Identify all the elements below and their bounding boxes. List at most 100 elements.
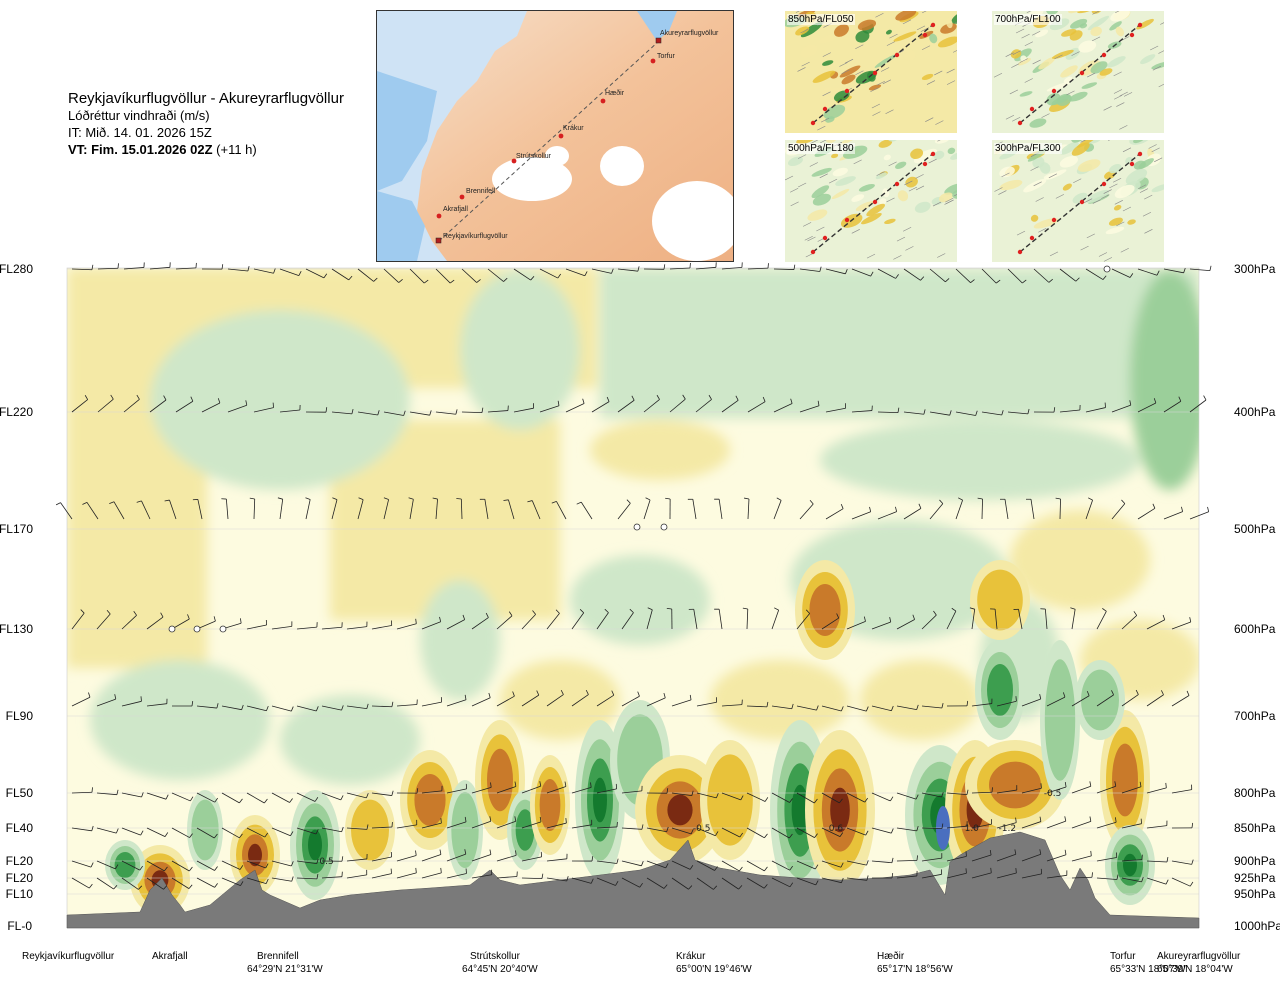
wind-barb-flag [464,694,467,700]
mini-map-field [905,176,918,188]
mini-map-barb [800,28,809,34]
wind-barb [796,792,815,804]
wind-barb [396,824,417,829]
wind-barb [331,411,352,415]
wind-barb [1085,407,1106,413]
wind-barb-flag [969,607,975,610]
wind-barb [981,498,983,520]
wind-barb [996,853,1016,862]
calm-wind-marker [1103,265,1111,273]
wind-barb-flag [214,883,218,888]
mini-map-barb [926,80,936,85]
mini-map-barb [828,178,838,184]
mini-map-barb [795,11,800,13]
wind-barb [97,398,114,413]
wind-barb [591,401,610,413]
wind-barb-flag [579,609,584,614]
wind-barb [546,822,567,829]
wind-barb [596,877,616,886]
wind-barb-flag [555,609,560,614]
mini-map-field [895,161,907,169]
wind-barb [877,268,896,279]
wind-barb-flag [764,833,768,839]
wind-barb [1021,853,1041,862]
wind-barb [1171,877,1191,887]
wind-barb [621,860,642,867]
wind-barb [825,268,846,275]
wind-barb [296,877,317,880]
wind-barb [877,411,899,414]
wind-barb [496,695,515,707]
wind-barb [546,858,567,862]
wind-barb-flag [766,701,769,707]
wind-barb-flag [136,394,140,400]
wind-barb [196,792,215,803]
mini-map-field [934,140,951,144]
wind-barb-flag [221,264,224,270]
wind-barb [825,407,846,413]
level-label-right: 700hPa [1234,709,1276,723]
wind-barb-flag [88,692,91,698]
w-field-core [248,843,262,867]
wind-barb [669,398,686,413]
wind-barb-flag [316,858,319,864]
mini-map-barb [1024,78,1033,83]
wind-barb [71,612,85,630]
wind-barb-flag [366,824,369,830]
mini-map-barb [1054,54,1063,60]
wind-barb-flag [190,396,194,402]
wind-barb [671,792,692,796]
wind-barb-flag [91,264,94,270]
wind-barb [123,398,140,413]
wind-barb-flag [391,701,394,707]
mini-map-barb [882,79,891,85]
w-field-region [500,660,620,740]
mini-map-waypoint [1079,70,1085,76]
wind-barb [446,873,467,879]
wind-barb [508,499,515,520]
wind-barb-flag [611,268,614,274]
wind-barb-flag [615,880,619,886]
mini-map-field [885,29,892,35]
mini-map-barb [1112,178,1122,183]
mini-map-field [999,179,1023,191]
mini-map-field [944,183,957,195]
mini-map-barb [876,171,885,176]
mini-map-barb [1120,248,1129,253]
wind-barb-flag [716,793,719,799]
wind-barb [696,877,714,890]
wind-barb-flag [560,689,564,695]
w-field-region [1130,270,1199,490]
wind-barb-flag [316,706,319,712]
wind-barb-flag [1001,410,1004,416]
mini-map-field [1060,141,1079,155]
wind-barb [1121,859,1142,862]
wind-barb [487,268,504,282]
wind-barb-flag [133,611,137,616]
wind-barb-flag [691,790,694,796]
w-field-core [114,852,136,878]
wind-barb [871,860,892,864]
mini-map-field [1087,15,1110,31]
wind-barb [331,268,349,281]
route-map: Akureyrarflugvöllur Torfur Hæðir Krákur … [376,10,734,262]
mini-map-barb [915,174,924,179]
wind-barb [521,856,542,862]
wind-barb [471,854,492,862]
mini-map-barb [1012,50,1021,55]
wind-barb [1111,268,1131,278]
wind-barb-flag [440,818,442,824]
wind-barb [1121,823,1142,829]
wind-barb [571,877,592,884]
wind-barb-flag [814,798,818,804]
wind-barb-flag [266,705,269,711]
wind-barb [546,877,567,882]
wind-barb [1111,503,1126,520]
wind-barb [846,877,867,881]
mini-map-barb [1041,113,1050,118]
mini-map-barb [797,154,807,159]
level-label-left: FL170 [0,522,33,536]
wind-barb [201,402,221,413]
mini-map-barb [1087,72,1096,78]
map-label-brennifell: Brennifell [466,188,496,195]
